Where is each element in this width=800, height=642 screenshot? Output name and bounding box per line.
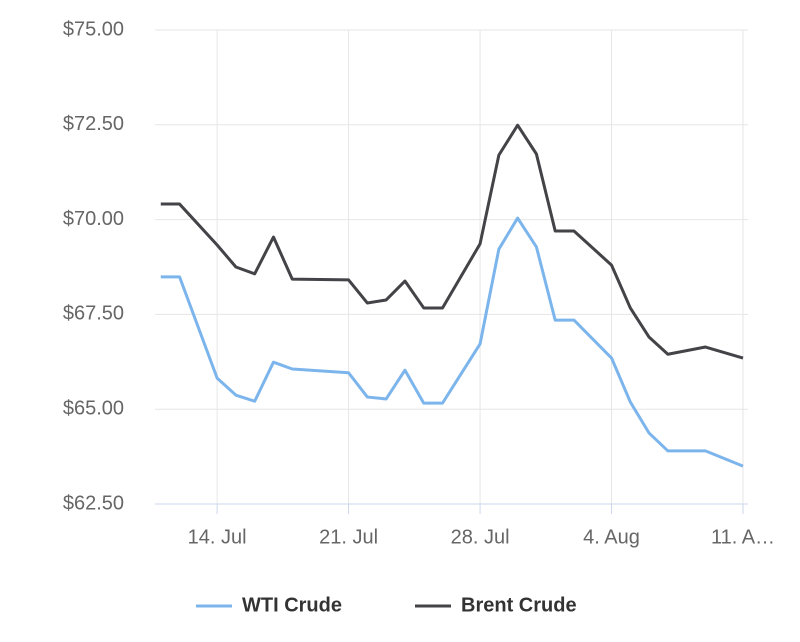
- x-tick-label: 21. Jul: [319, 526, 378, 548]
- series-line: [160, 216, 744, 468]
- x-tick-label: 11. A…: [711, 526, 775, 548]
- x-tick-label: 4. Aug: [583, 526, 640, 548]
- x-tick-label: 28. Jul: [451, 526, 510, 548]
- x-tick-label: 14. Jul: [188, 526, 247, 548]
- legend-label: Brent Crude: [461, 594, 577, 616]
- y-tick-label: $70.00: [63, 208, 124, 230]
- y-tick-label: $65.00: [63, 397, 124, 419]
- legend-label: WTI Crude: [242, 594, 342, 616]
- y-tick-label: $72.50: [63, 113, 124, 135]
- y-tick-label: $62.50: [63, 492, 124, 514]
- y-tick-label: $75.00: [63, 18, 124, 40]
- series-line: [160, 123, 744, 360]
- y-tick-label: $67.50: [63, 303, 124, 325]
